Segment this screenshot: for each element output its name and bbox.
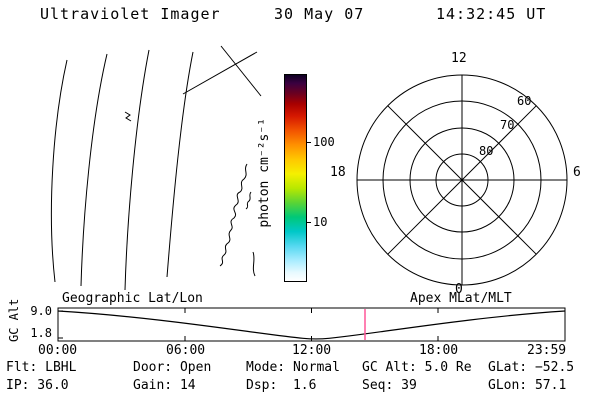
y-min-label: 1.8 xyxy=(30,326,52,340)
status-seq: Seq: 39 xyxy=(362,378,417,393)
status-glat: GLat: −52.5 xyxy=(488,360,575,375)
timeline-axis-ticks xyxy=(58,308,439,341)
lat-lon-grid-lines xyxy=(50,49,194,291)
mlat-label-80: 80 xyxy=(479,144,494,158)
status-mode: Mode: Normal xyxy=(246,360,340,375)
status-door: Door: Open xyxy=(133,360,212,375)
status-ip: IP: 36.0 xyxy=(6,378,69,393)
mlt-label-18: 18 xyxy=(330,165,346,180)
colorbar-tick-label-100: 100 xyxy=(313,135,335,149)
mlt-label-0: 0 xyxy=(455,282,463,297)
time-tick-1800: 18:00 xyxy=(419,343,459,358)
grid-crossing-lines xyxy=(182,45,262,97)
colorbar-tick-10 xyxy=(306,222,311,223)
time-tick-1200: 12:00 xyxy=(292,343,332,358)
y-max-label: 9.0 xyxy=(30,304,52,318)
mlt-spokes xyxy=(357,75,567,285)
coastline xyxy=(219,163,256,277)
status-flt: Flt: LBHL xyxy=(6,360,77,375)
time-tick-2359: 23:59 xyxy=(527,343,567,358)
status-glon: GLon: 57.1 xyxy=(488,378,567,393)
status-gain: Gain: 14 xyxy=(133,378,196,393)
status-dsp: Dsp: 1.6 xyxy=(246,378,317,393)
orbit-altitude-curve xyxy=(57,310,566,340)
colorbar-tick-100 xyxy=(306,142,311,143)
map-caption: Geographic Lat/Lon xyxy=(62,291,203,306)
colorbar-unit-label: photon cm⁻²s⁻¹ xyxy=(257,118,272,228)
time-tick-0600: 06:00 xyxy=(166,343,206,358)
polar-caption: Apex MLat/MLT xyxy=(410,291,512,306)
header-time: 14:32:45 UT xyxy=(436,5,547,23)
mlt-label-12: 12 xyxy=(451,51,467,66)
mlt-label-6: 6 xyxy=(573,165,581,180)
map-marker-icon xyxy=(124,111,132,122)
geographic-map-panel xyxy=(50,45,262,291)
status-gcalt: GC Alt: 5.0 Re xyxy=(362,360,472,375)
polar-dial-panel xyxy=(356,74,568,286)
mlat-label-70: 70 xyxy=(500,118,515,132)
time-tick-0000: 00:00 xyxy=(38,343,78,358)
timeline-ylabel: GC Alt xyxy=(7,298,21,342)
colorbar-tick-label-10: 10 xyxy=(313,215,328,229)
timeline-panel xyxy=(57,307,566,342)
page-title: Ultraviolet Imager xyxy=(40,5,221,23)
colorbar-gradient xyxy=(284,74,307,282)
mlat-label-60: 60 xyxy=(517,94,532,108)
header-date: 30 May 07 xyxy=(274,5,365,23)
